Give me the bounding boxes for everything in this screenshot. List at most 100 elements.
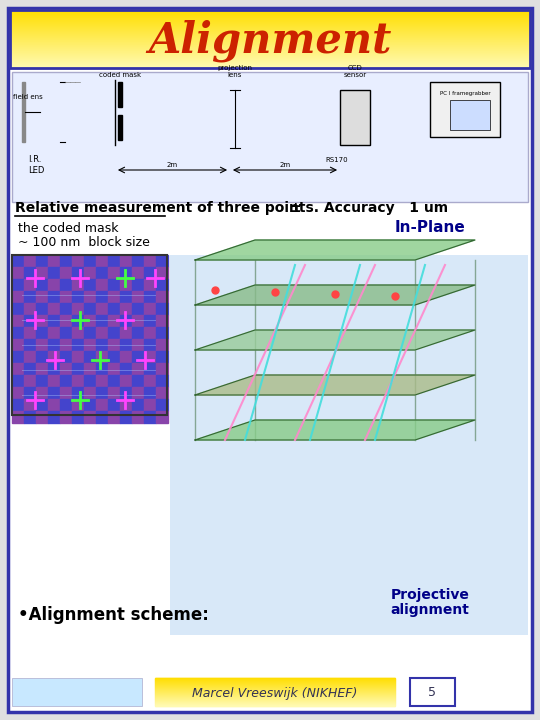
Bar (120, 327, 132, 339)
Bar (108, 399, 120, 411)
Bar (60, 315, 72, 327)
Bar (108, 387, 120, 399)
Bar (84, 327, 96, 339)
Bar (12, 351, 24, 363)
Bar (36, 399, 48, 411)
Bar (144, 291, 156, 303)
Bar (36, 363, 48, 375)
Bar (156, 399, 168, 411)
Bar (12, 72, 528, 202)
Text: field ens: field ens (13, 94, 43, 100)
Bar (132, 291, 144, 303)
Bar (84, 411, 96, 423)
Bar (60, 363, 72, 375)
Bar (72, 351, 84, 363)
Bar (118, 82, 122, 107)
Bar (10, 10, 530, 68)
Text: 2m: 2m (166, 162, 178, 168)
Bar (72, 315, 84, 327)
Bar (60, 387, 72, 399)
Polygon shape (195, 330, 475, 350)
Bar (108, 291, 120, 303)
Bar (60, 411, 72, 423)
Bar (144, 351, 156, 363)
Bar (24, 291, 36, 303)
Bar (48, 327, 60, 339)
Bar (24, 327, 36, 339)
Bar (156, 303, 168, 315)
Bar (60, 339, 72, 351)
FancyBboxPatch shape (8, 8, 532, 712)
Bar (120, 411, 132, 423)
Bar (144, 315, 156, 327)
Bar (120, 375, 132, 387)
Bar (12, 291, 24, 303)
Text: ±: ± (289, 201, 301, 215)
Bar (36, 339, 48, 351)
Bar (36, 387, 48, 399)
Bar (96, 279, 108, 291)
Bar (22, 82, 25, 142)
Bar (60, 327, 72, 339)
Bar (60, 267, 72, 279)
Polygon shape (195, 240, 475, 260)
Bar (24, 339, 36, 351)
Bar (60, 255, 72, 267)
Bar (118, 115, 122, 140)
Bar (48, 267, 60, 279)
Bar (48, 315, 60, 327)
Bar (84, 291, 96, 303)
Bar (144, 327, 156, 339)
Bar (108, 363, 120, 375)
Bar (36, 375, 48, 387)
Text: 5: 5 (428, 686, 436, 700)
Bar (120, 351, 132, 363)
Bar (96, 387, 108, 399)
Bar (144, 279, 156, 291)
Bar (24, 303, 36, 315)
Bar (12, 279, 24, 291)
Bar (96, 363, 108, 375)
Bar (120, 339, 132, 351)
Text: In-Plane: In-Plane (395, 220, 465, 235)
Bar (120, 363, 132, 375)
Bar (340, 90, 370, 145)
Bar (48, 387, 60, 399)
Bar (84, 363, 96, 375)
Bar (156, 291, 168, 303)
Bar (36, 267, 48, 279)
Bar (36, 303, 48, 315)
Bar (24, 375, 36, 387)
Text: Projective: Projective (390, 588, 469, 602)
Bar (156, 351, 168, 363)
Bar (120, 399, 132, 411)
Bar (144, 411, 156, 423)
Bar (84, 339, 96, 351)
Bar (12, 363, 24, 375)
Bar (156, 327, 168, 339)
Bar (156, 339, 168, 351)
Bar (156, 315, 168, 327)
Bar (24, 255, 36, 267)
Bar (120, 267, 132, 279)
Bar (84, 279, 96, 291)
Bar (72, 411, 84, 423)
Bar (96, 327, 108, 339)
Bar (84, 303, 96, 315)
Text: coded mask: coded mask (99, 72, 141, 78)
Text: Marcel Vreeswijk (NIKHEF): Marcel Vreeswijk (NIKHEF) (192, 686, 357, 700)
Bar (48, 351, 60, 363)
Bar (96, 315, 108, 327)
Text: alignment: alignment (390, 603, 469, 617)
Bar (108, 267, 120, 279)
Bar (108, 375, 120, 387)
Bar (132, 363, 144, 375)
Bar (84, 387, 96, 399)
Bar (12, 678, 142, 706)
Bar (132, 327, 144, 339)
Bar (156, 411, 168, 423)
Bar (108, 279, 120, 291)
Bar (84, 255, 96, 267)
Text: I.R.
LED: I.R. LED (28, 156, 44, 175)
Bar (36, 411, 48, 423)
